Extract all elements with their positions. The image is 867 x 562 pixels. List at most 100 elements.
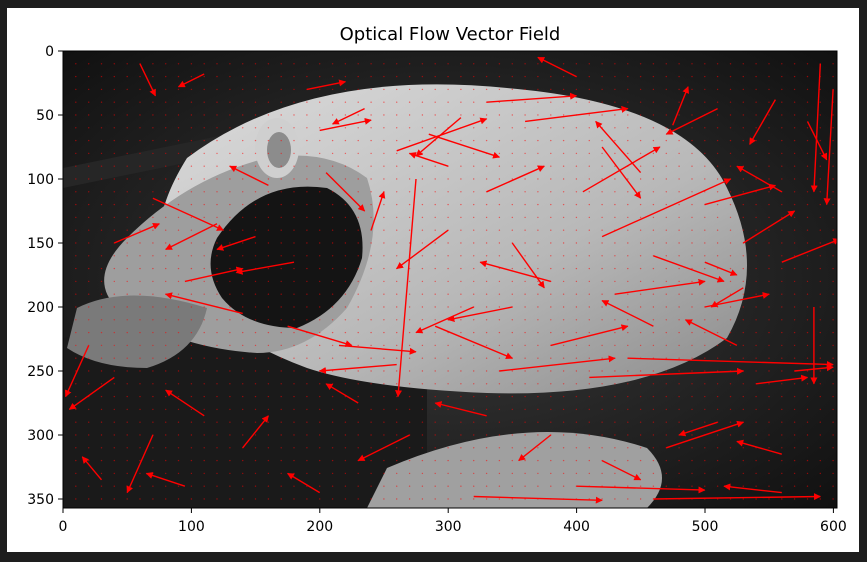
flow-grid-point <box>768 242 770 244</box>
flow-grid-point <box>88 152 90 155</box>
flow-grid-point <box>319 434 321 436</box>
flow-grid-point <box>460 319 462 321</box>
flow-grid-point <box>614 127 616 129</box>
flow-grid-point <box>691 101 693 103</box>
flow-grid-point <box>768 165 770 167</box>
flow-grid-point <box>729 216 732 219</box>
flow-grid-point <box>755 229 757 231</box>
flow-grid-point <box>588 408 590 411</box>
flow-grid-point <box>614 395 616 398</box>
flow-grid-point <box>793 306 796 308</box>
flow-grid-point <box>716 127 719 129</box>
flow-grid-point <box>152 485 154 487</box>
flow-grid-point <box>742 127 744 129</box>
flow-vector <box>525 105 629 123</box>
flow-grid-point <box>652 242 655 244</box>
flow-grid-point <box>793 152 796 155</box>
flow-grid-point <box>652 472 655 475</box>
flow-grid-point <box>75 395 77 398</box>
flow-grid-point <box>165 280 167 283</box>
flow-grid-point <box>781 344 783 347</box>
flow-grid-point <box>473 216 475 219</box>
flow-grid-point <box>344 472 347 475</box>
flow-grid-point <box>126 485 128 487</box>
flow-grid-point <box>190 127 193 129</box>
flow-grid-point <box>768 63 770 65</box>
flow-grid-point <box>742 319 744 321</box>
flow-grid-point <box>537 139 539 142</box>
flow-grid-point <box>781 383 783 385</box>
flow-grid-point <box>370 344 372 347</box>
flow-grid-point <box>678 165 680 167</box>
flow-grid-point <box>396 191 398 193</box>
flow-grid-point <box>293 357 295 359</box>
flow-grid-point <box>203 280 205 283</box>
flow-grid-point <box>627 178 629 180</box>
flow-grid-point <box>88 319 90 321</box>
flow-grid-point <box>396 447 398 449</box>
flow-grid-point <box>550 152 552 155</box>
flow-grid-point <box>113 293 116 295</box>
flow-grid-point <box>793 267 796 270</box>
flow-grid-point <box>511 370 513 372</box>
flow-grid-point <box>396 88 398 91</box>
flow-grid-point <box>408 344 411 347</box>
flow-vector <box>184 266 244 283</box>
flow-grid-point <box>203 203 205 206</box>
flow-grid-point <box>716 101 719 103</box>
flow-grid-point <box>588 434 590 436</box>
flow-grid-point <box>75 434 77 436</box>
flow-vector <box>678 421 718 437</box>
flow-grid-point <box>396 408 398 411</box>
flow-grid-point <box>190 255 193 257</box>
flow-grid-point <box>267 139 270 142</box>
flow-grid-point <box>537 344 539 347</box>
flow-grid-point <box>229 459 231 462</box>
flow-grid-point <box>716 191 719 193</box>
flow-grid-point <box>280 88 282 91</box>
flow-grid-point <box>203 306 205 308</box>
flow-grid-point <box>768 280 770 283</box>
flow-grid-point <box>370 306 372 308</box>
flow-grid-point <box>575 229 578 231</box>
flow-grid-point <box>267 447 270 449</box>
flow-grid-point <box>614 331 616 334</box>
flow-grid-point <box>781 127 783 129</box>
flow-grid-point <box>75 485 77 487</box>
flow-grid-point <box>768 191 770 193</box>
flow-grid-point <box>203 485 205 487</box>
flow-grid-point <box>614 203 616 206</box>
flow-grid-point <box>562 127 565 129</box>
flow-grid-point <box>819 395 821 398</box>
flow-grid-point <box>473 139 475 142</box>
flow-vector <box>823 89 834 206</box>
flow-grid-point <box>652 280 655 283</box>
flow-grid-point <box>319 267 321 270</box>
flow-grid-point <box>691 408 693 411</box>
flow-grid-point <box>768 75 770 78</box>
flow-grid-point <box>562 370 565 372</box>
flow-grid-point <box>280 383 282 385</box>
flow-grid-point <box>562 165 565 167</box>
flow-grid-point <box>88 421 90 423</box>
flow-grid-point <box>678 216 680 219</box>
flow-grid-point <box>729 280 732 283</box>
flow-grid-point <box>383 152 385 155</box>
flow-grid-point <box>113 357 116 359</box>
flow-grid-point <box>447 114 449 116</box>
flow-grid-point <box>165 88 167 91</box>
flow-grid-point <box>344 101 347 103</box>
flow-grid-point <box>100 280 103 283</box>
flow-grid-point <box>113 434 116 436</box>
flow-grid-point <box>601 280 603 283</box>
flow-grid-point <box>280 114 282 116</box>
flow-grid-point <box>716 152 719 155</box>
flow-grid-point <box>832 165 834 167</box>
flow-grid-point <box>588 191 590 193</box>
flow-grid-point <box>280 242 282 244</box>
flow-grid-point <box>370 242 372 244</box>
flow-grid-point <box>75 178 77 180</box>
flow-grid-point <box>331 216 334 219</box>
flow-grid-point <box>383 485 385 487</box>
flow-grid-point <box>434 306 436 308</box>
